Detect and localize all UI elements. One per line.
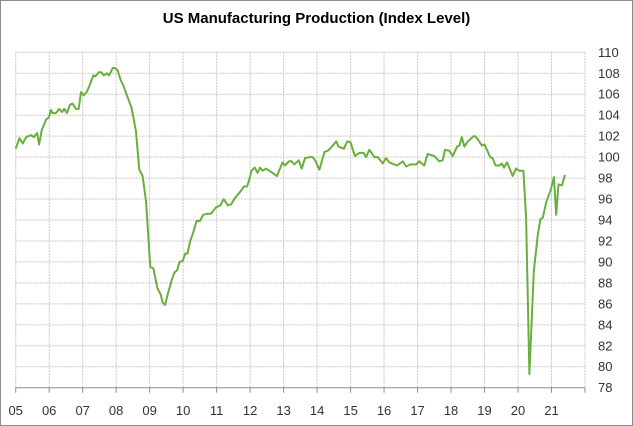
series-group [14, 67, 566, 376]
y-tick-label: 108 [598, 66, 620, 81]
x-tick-label: 05 [8, 403, 22, 418]
x-tick-label: 11 [210, 403, 224, 418]
x-tick-label: 15 [343, 403, 357, 418]
y-tick-label: 82 [598, 338, 612, 353]
x-tick-label: 10 [176, 403, 190, 418]
y-tick-label: 92 [598, 233, 612, 248]
y-tick-label: 104 [598, 108, 620, 123]
series-line [14, 67, 566, 376]
y-tick-label: 84 [598, 317, 612, 332]
y-tick-label: 110 [598, 45, 619, 60]
y-tick-label: 100 [598, 150, 620, 165]
chart-title: US Manufacturing Production (Index Level… [162, 10, 471, 27]
tick-labels: 7880828486889092949698100102104106108110… [8, 45, 619, 418]
y-tick-label: 96 [598, 192, 612, 207]
y-tick-label: 78 [598, 380, 612, 395]
x-tick-label: 19 [477, 403, 491, 418]
x-tick-label: 17 [410, 403, 424, 418]
axes [15, 387, 586, 393]
x-tick-label: 20 [511, 403, 525, 418]
y-tick-label: 106 [598, 87, 620, 102]
x-tick-label: 16 [377, 403, 391, 418]
x-tick-label: 06 [42, 403, 56, 418]
x-tick-label: 07 [75, 403, 89, 418]
x-tick-label: 08 [109, 403, 123, 418]
x-tick-label: 18 [444, 403, 458, 418]
y-tick-label: 88 [598, 275, 612, 290]
y-tick-label: 86 [598, 296, 612, 311]
y-tick-label: 94 [598, 213, 612, 228]
y-tick-label: 98 [598, 171, 612, 186]
x-tick-label: 21 [544, 403, 558, 418]
grid-lines [15, 51, 586, 388]
y-tick-label: 102 [598, 129, 620, 144]
x-tick-label: 13 [276, 403, 290, 418]
x-tick-label: 12 [243, 403, 257, 418]
x-tick-label: 14 [310, 403, 324, 418]
y-tick-label: 80 [598, 359, 612, 374]
y-tick-label: 90 [598, 254, 612, 269]
x-tick-label: 09 [142, 403, 156, 418]
